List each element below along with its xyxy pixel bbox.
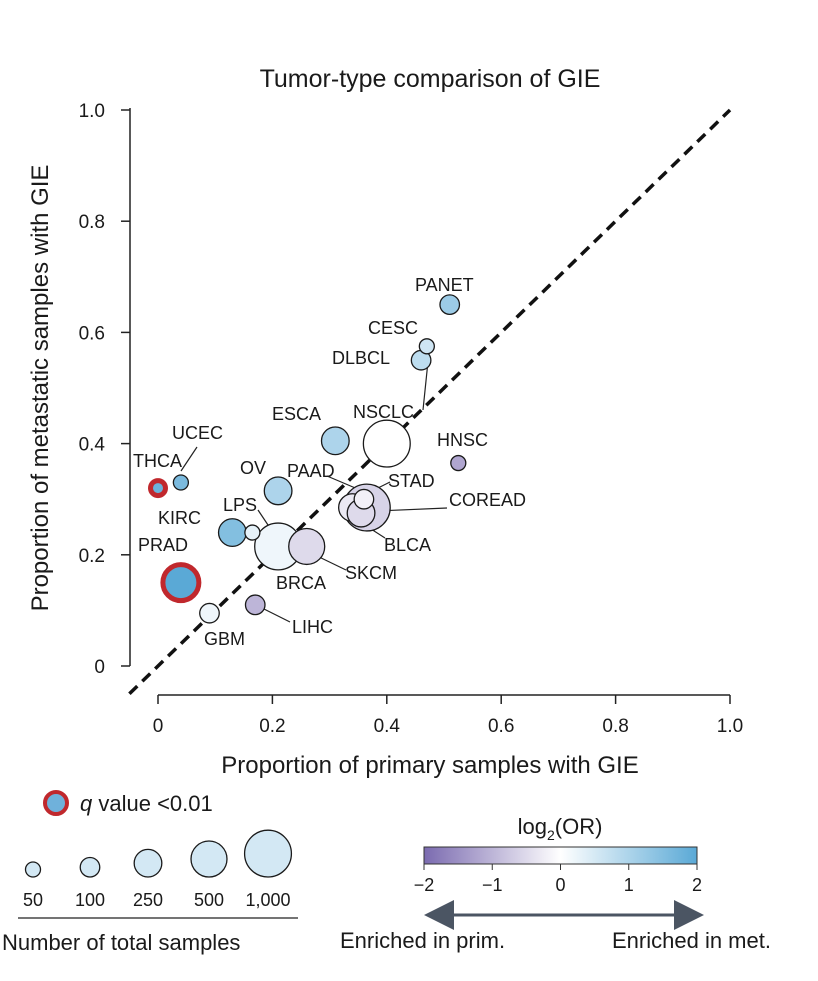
size-legend-circle (133, 848, 163, 878)
label-brca: BRCA (276, 573, 326, 593)
colorbar: log2(OR) Enriched in prim. Enriched in m… (340, 814, 771, 953)
size-legend: Number of total samples 50 100 250 500 1,000 (2, 829, 298, 955)
label-lihc: LIHC (292, 617, 333, 637)
significance-legend-text: q value <0.01 (80, 791, 213, 816)
label-ucec: UCEC (172, 423, 223, 443)
x-tick-label: 0 (153, 716, 164, 737)
point-hnsc (450, 454, 467, 472)
size-legend-circle (79, 856, 101, 878)
chart-title: Tumor-type comparison of GIE (260, 65, 601, 93)
x-tick-label: 0.2 (259, 716, 285, 737)
label-stad: STAD (388, 471, 435, 491)
size-legend-value: 500 (194, 890, 224, 910)
colorbar-left-label: Enriched in prim. (340, 928, 505, 953)
x-tick-label: 0.8 (602, 716, 628, 737)
label-ov: OV (240, 458, 266, 478)
point-lihc (244, 594, 266, 616)
y-tick-label: 0.4 (79, 435, 106, 456)
size-legend-value: 250 (133, 890, 163, 910)
point-esca (320, 426, 350, 456)
label-cesc: CESC (368, 318, 418, 338)
y-tick-label: 1.0 (79, 101, 105, 122)
label-lps: LPS (223, 495, 257, 515)
point-gbm (199, 602, 220, 624)
colorbar-title: log2(OR) (518, 814, 603, 843)
x-tick-label: 0.6 (488, 716, 514, 737)
colorbar-tick-label: 2 (692, 875, 702, 895)
y-tick-label: 0.8 (79, 212, 105, 233)
point-cesc (418, 338, 435, 355)
label-hnsc: HNSC (437, 430, 488, 450)
size-legend-value: 100 (75, 890, 105, 910)
y-tick-label: 0.2 (79, 546, 105, 567)
label-prad: PRAD (138, 535, 188, 555)
point-labels: PANET CESC DLBCL ESCA NSCLC HNSC UCEC TH… (133, 275, 526, 649)
point-skcm (288, 527, 326, 566)
label-panet: PANET (415, 275, 474, 295)
size-legend-value: 50 (23, 890, 43, 910)
label-skcm: SKCM (345, 563, 397, 583)
significance-legend: q value <0.01 (43, 790, 213, 816)
size-legend-value: 1,000 (245, 890, 290, 910)
point-thca (148, 478, 168, 499)
x-tick-label: 0.4 (374, 716, 401, 737)
diagonal-reference-line (128, 108, 732, 696)
y-tick-label: 0.6 (79, 323, 105, 344)
y-axis-label: Proportion of metastatic samples with GI… (27, 165, 54, 612)
x-tick-label: 1.0 (717, 716, 743, 737)
point-ucec (172, 474, 190, 491)
colorbar-tick-label: −1 (482, 875, 503, 895)
point-kirc (217, 518, 247, 548)
colorbar-right-label: Enriched in met. (612, 928, 771, 953)
point-nsclc (362, 419, 411, 468)
colorbar-tick-label: 1 (624, 875, 634, 895)
size-legend-circle (24, 861, 42, 878)
significance-marker (43, 790, 69, 816)
label-gbm: GBM (204, 629, 245, 649)
scatter-points (148, 294, 467, 624)
label-kirc: KIRC (158, 508, 201, 528)
label-dlbcl: DLBCL (332, 348, 390, 368)
label-paad: PAAD (287, 461, 335, 481)
axis-ticks: 0 0.2 0.4 0.6 0.8 1.0 0 0.2 0.4 0.6 0.8 1.0 (79, 101, 744, 737)
label-nsclc: NSCLC (353, 402, 414, 422)
label-coread: COREAD (449, 490, 526, 510)
point-lps (244, 524, 261, 541)
label-thca: THCA (133, 451, 182, 471)
colorbar-gradient (423, 846, 698, 865)
point-ov (263, 476, 293, 506)
label-blca: BLCA (384, 535, 431, 555)
colorbar-tick-label: 0 (555, 875, 565, 895)
x-axis-label: Proportion of primary samples with GIE (221, 752, 638, 779)
size-legend-circle (243, 829, 293, 878)
point-stad (353, 488, 375, 510)
y-tick-label: 0 (94, 657, 105, 678)
label-esca: ESCA (272, 404, 321, 424)
size-legend-title: Number of total samples (2, 930, 240, 955)
colorbar-tick-label: −2 (414, 875, 435, 895)
size-legend-circle (190, 840, 228, 878)
point-prad (160, 562, 202, 604)
point-panet (439, 294, 461, 316)
